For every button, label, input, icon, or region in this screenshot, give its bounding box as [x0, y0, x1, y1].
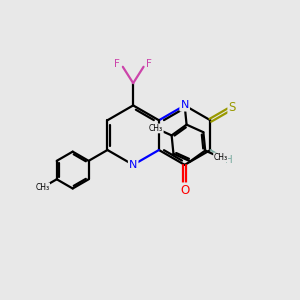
Text: N: N	[181, 100, 189, 110]
Text: F: F	[146, 59, 152, 69]
Text: CH₃: CH₃	[214, 153, 228, 162]
Text: S: S	[229, 101, 236, 114]
Text: N: N	[129, 160, 137, 170]
Text: H: H	[224, 155, 232, 165]
Text: CH₃: CH₃	[149, 124, 163, 133]
Text: O: O	[180, 184, 189, 196]
Text: CH₃: CH₃	[35, 183, 50, 192]
Text: F: F	[115, 59, 120, 69]
